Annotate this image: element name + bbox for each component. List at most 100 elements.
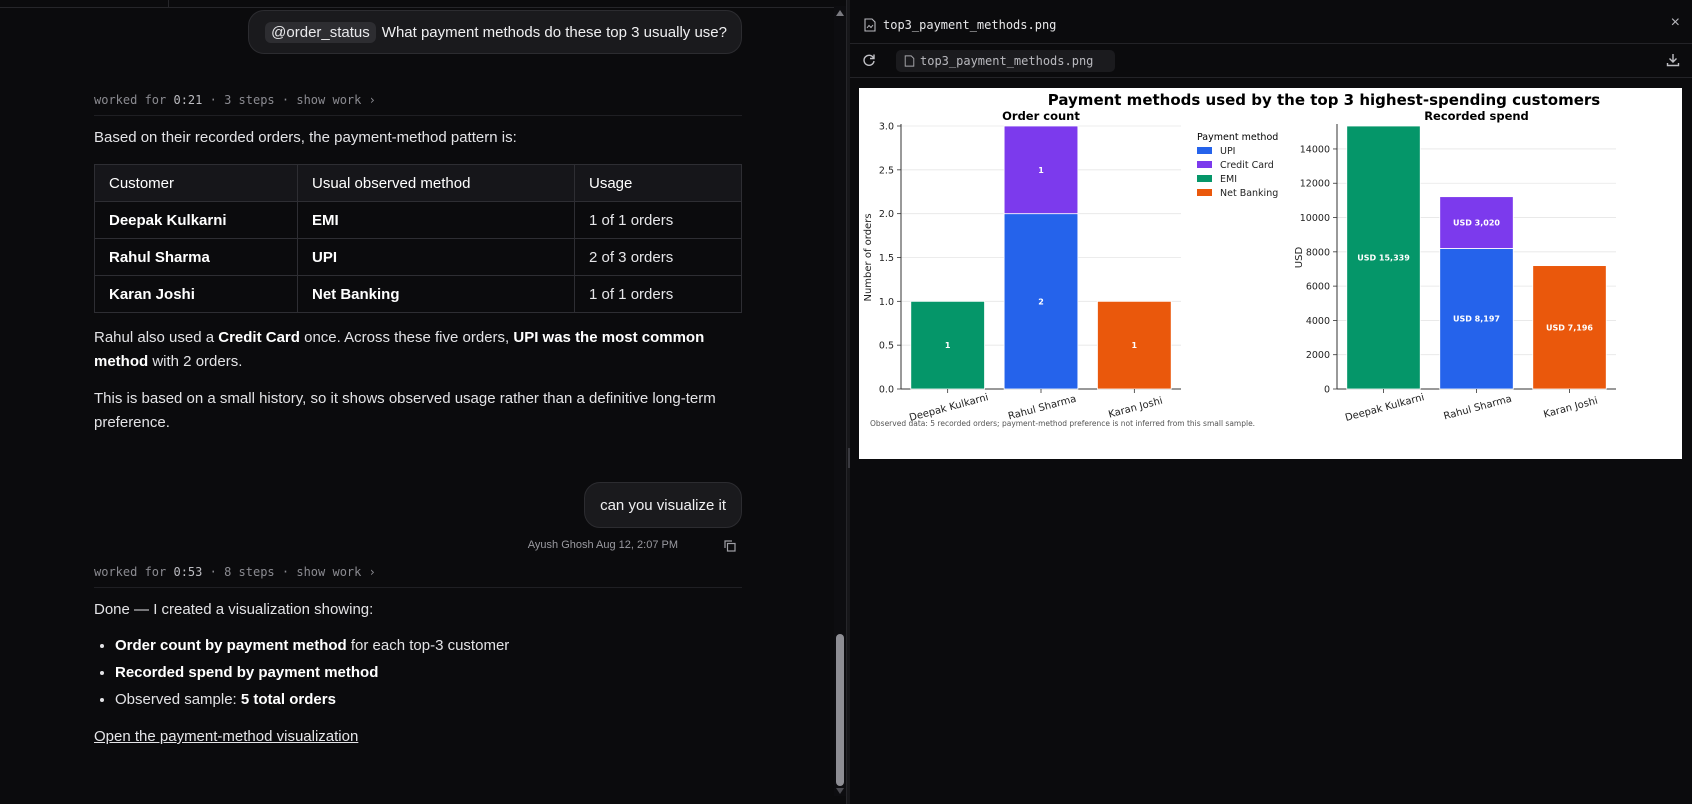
table-cell: Net Banking xyxy=(297,275,575,313)
chart-suptitle: Payment methods used by the top 3 highes… xyxy=(1048,91,1601,109)
y-tick-label: 2000 xyxy=(1306,350,1330,361)
preview-header: top3_payment_methods.png × xyxy=(850,8,1692,44)
copy-icon[interactable] xyxy=(724,540,736,552)
worked-time-2: 0:53 xyxy=(173,565,203,579)
payment-method-table: Customer Usual observed method Usage Dee… xyxy=(94,164,742,313)
bar-data-label: 1 xyxy=(1132,341,1138,350)
user-message-1-text: What payment methods do these top 3 usua… xyxy=(381,23,727,41)
bar-segment xyxy=(1532,265,1607,390)
bar-data-label: 2 xyxy=(1038,297,1044,306)
file-image-icon xyxy=(864,18,876,32)
bar-segment xyxy=(1003,213,1079,390)
y-tick-label: 0.5 xyxy=(879,341,894,352)
y-tick-label: 4000 xyxy=(1306,316,1330,327)
download-icon[interactable] xyxy=(1666,53,1680,67)
bar-segment xyxy=(1346,125,1421,390)
y-axis-label: USD xyxy=(1294,247,1305,269)
refresh-icon[interactable] xyxy=(862,53,876,67)
bar-data-label: USD 7,196 xyxy=(1546,323,1593,332)
chart-title: Order count xyxy=(1002,109,1080,123)
list-item: Observed sample: 5 total orders xyxy=(115,690,509,717)
y-tick-label: 2.0 xyxy=(879,209,894,220)
message-meta: Ayush Ghosh Aug 12, 2:07 PM xyxy=(527,539,678,551)
user-message-1: @order_status What payment methods do th… xyxy=(248,10,742,54)
table-cell: 2 of 3 orders xyxy=(574,238,742,276)
table-cell: Deepak Kulkarni xyxy=(94,201,298,239)
y-axis-label: Number of orders xyxy=(863,213,874,301)
table-header: Customer xyxy=(94,164,298,202)
table-cell: Karan Joshi xyxy=(94,275,298,313)
table-cell: EMI xyxy=(297,201,575,239)
table-header: Usual observed method xyxy=(297,164,575,202)
show-work-link-1[interactable]: show work › xyxy=(296,93,376,107)
bar-segment xyxy=(1439,248,1514,390)
legend-entry: Credit Card xyxy=(1220,160,1274,171)
worked-time-1: 0:21 xyxy=(173,93,203,107)
mention-chip[interactable]: @order_status xyxy=(265,21,376,43)
table-row: Deepak Kulkarni EMI 1 of 1 orders xyxy=(94,201,742,239)
y-tick-label: 6000 xyxy=(1306,282,1330,293)
assistant-para-caveat: This is based on a small history, so it … xyxy=(94,390,716,431)
table-header: Usage xyxy=(574,164,742,202)
assistant-intro: Based on their recorded orders, the paym… xyxy=(94,129,517,146)
bar-data-label: USD 3,020 xyxy=(1453,219,1500,228)
pane-resize-handle[interactable] xyxy=(846,0,850,804)
legend-swatch xyxy=(1197,161,1212,168)
list-item: Recorded spend by payment method xyxy=(115,663,509,690)
y-tick-label: 0 xyxy=(1324,385,1330,396)
scroll-up-arrow[interactable] xyxy=(836,10,844,16)
table-cell: UPI xyxy=(297,238,575,276)
x-tick-label: Karan Joshi xyxy=(1542,396,1599,421)
done-intro: Done — I created a visualization showing… xyxy=(94,601,374,618)
legend-swatch xyxy=(1197,189,1212,196)
show-work-link-2[interactable]: show work › xyxy=(296,565,376,579)
legend-swatch xyxy=(1197,175,1212,182)
y-tick-label: 12000 xyxy=(1300,179,1330,190)
legend-swatch xyxy=(1197,147,1212,154)
chat-top-border xyxy=(0,0,834,8)
user-message-2: can you visualize it xyxy=(584,482,742,528)
bar-data-label: USD 8,197 xyxy=(1453,315,1500,324)
done-bullet-list: Order count by payment method for each t… xyxy=(115,636,509,717)
x-tick-label: Rahul Sharma xyxy=(1443,394,1514,423)
scroll-thumb[interactable] xyxy=(836,634,844,786)
legend-entry: EMI xyxy=(1220,174,1237,185)
payment-methods-chart-image: Payment methods used by the top 3 highes… xyxy=(859,88,1682,459)
bar-segment xyxy=(1097,300,1172,390)
bar-data-label: USD 15,339 xyxy=(1357,254,1410,263)
chart-title: Recorded spend xyxy=(1424,109,1529,123)
assistant-para-credit-card: Rahul also used a Credit Card once. Acro… xyxy=(94,329,705,370)
table-cell: 1 of 1 orders xyxy=(574,275,742,313)
table-cell: 1 of 1 orders xyxy=(574,201,742,239)
table-row: Rahul Sharma UPI 2 of 3 orders xyxy=(94,238,742,276)
worked-summary-2: worked for 0:53 · 8 steps · show work › xyxy=(94,565,742,588)
legend-title: Payment method xyxy=(1197,132,1278,143)
bar-segment xyxy=(1439,196,1514,249)
file-path-field[interactable]: top3_payment_methods.png xyxy=(896,50,1115,72)
worked-summary-1: worked for 0:21 · 3 steps · show work › xyxy=(94,93,742,116)
preview-toolbar: top3_payment_methods.png xyxy=(850,44,1692,78)
bar-data-label: 1 xyxy=(945,341,951,350)
list-item: Order count by payment method for each t… xyxy=(115,636,509,663)
table-header-row: Customer Usual observed method Usage xyxy=(94,164,742,202)
y-tick-label: 14000 xyxy=(1300,144,1330,155)
x-tick-label: Karan Joshi xyxy=(1107,396,1164,421)
chat-pane: @order_status What payment methods do th… xyxy=(0,0,834,804)
file-image-icon xyxy=(904,55,915,67)
y-tick-label: 1.0 xyxy=(879,297,894,308)
legend-entry: Net Banking xyxy=(1220,188,1278,199)
y-tick-label: 10000 xyxy=(1300,213,1330,224)
scroll-down-arrow[interactable] xyxy=(836,788,844,794)
y-tick-label: 0.0 xyxy=(879,385,894,396)
chat-scrollbar[interactable] xyxy=(834,6,846,796)
close-preview-button[interactable]: × xyxy=(1670,14,1680,31)
file-path-text: top3_payment_methods.png xyxy=(920,54,1094,68)
table-cell: Rahul Sharma xyxy=(94,238,298,276)
bar-segment xyxy=(1003,125,1079,215)
y-tick-label: 8000 xyxy=(1306,247,1330,258)
bar-segment xyxy=(910,300,985,390)
open-visualization-link[interactable]: Open the payment-method visualization xyxy=(94,728,359,745)
x-tick-label: Deepak Kulkarni xyxy=(1344,392,1425,424)
y-tick-label: 3.0 xyxy=(879,122,894,133)
legend-entry: UPI xyxy=(1220,146,1235,157)
